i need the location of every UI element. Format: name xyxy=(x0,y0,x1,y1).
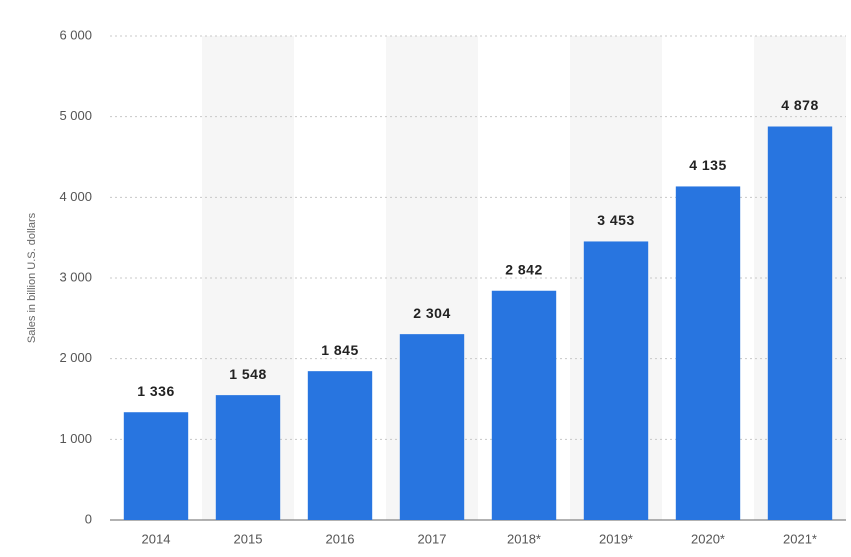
x-tick-label: 2016 xyxy=(326,531,355,546)
y-axis-label: Sales in billion U.S. dollars xyxy=(26,212,38,343)
bar xyxy=(307,371,373,520)
bar xyxy=(123,412,189,520)
value-label: 2 842 xyxy=(505,261,543,277)
x-tick-label: 2018* xyxy=(507,531,541,546)
x-tick-label: 2020* xyxy=(691,531,725,546)
bar xyxy=(583,241,649,520)
y-tick-label: 2 000 xyxy=(59,350,92,365)
x-tick-label: 2015 xyxy=(234,531,263,546)
bar xyxy=(675,186,741,520)
bar xyxy=(215,395,281,520)
value-label: 2 304 xyxy=(413,305,451,321)
value-label: 3 453 xyxy=(597,212,635,228)
bar xyxy=(767,126,833,521)
value-label: 1 548 xyxy=(229,366,267,382)
value-label: 4 135 xyxy=(689,157,727,173)
y-tick-label: 1 000 xyxy=(59,431,92,446)
y-tick-label: 6 000 xyxy=(59,27,92,42)
value-label: 1 336 xyxy=(137,383,175,399)
bar xyxy=(399,334,465,520)
x-tick-label: 2014 xyxy=(142,531,171,546)
value-label: 1 845 xyxy=(321,342,359,358)
y-tick-label: 0 xyxy=(85,511,92,526)
value-label: 4 878 xyxy=(781,97,819,113)
y-tick-label: 4 000 xyxy=(59,189,92,204)
bar xyxy=(491,290,557,520)
x-tick-label: 2019* xyxy=(599,531,633,546)
x-tick-label: 2017 xyxy=(418,531,447,546)
y-tick-label: 3 000 xyxy=(59,269,92,284)
x-tick-label: 2021* xyxy=(783,531,817,546)
y-tick-label: 5 000 xyxy=(59,108,92,123)
